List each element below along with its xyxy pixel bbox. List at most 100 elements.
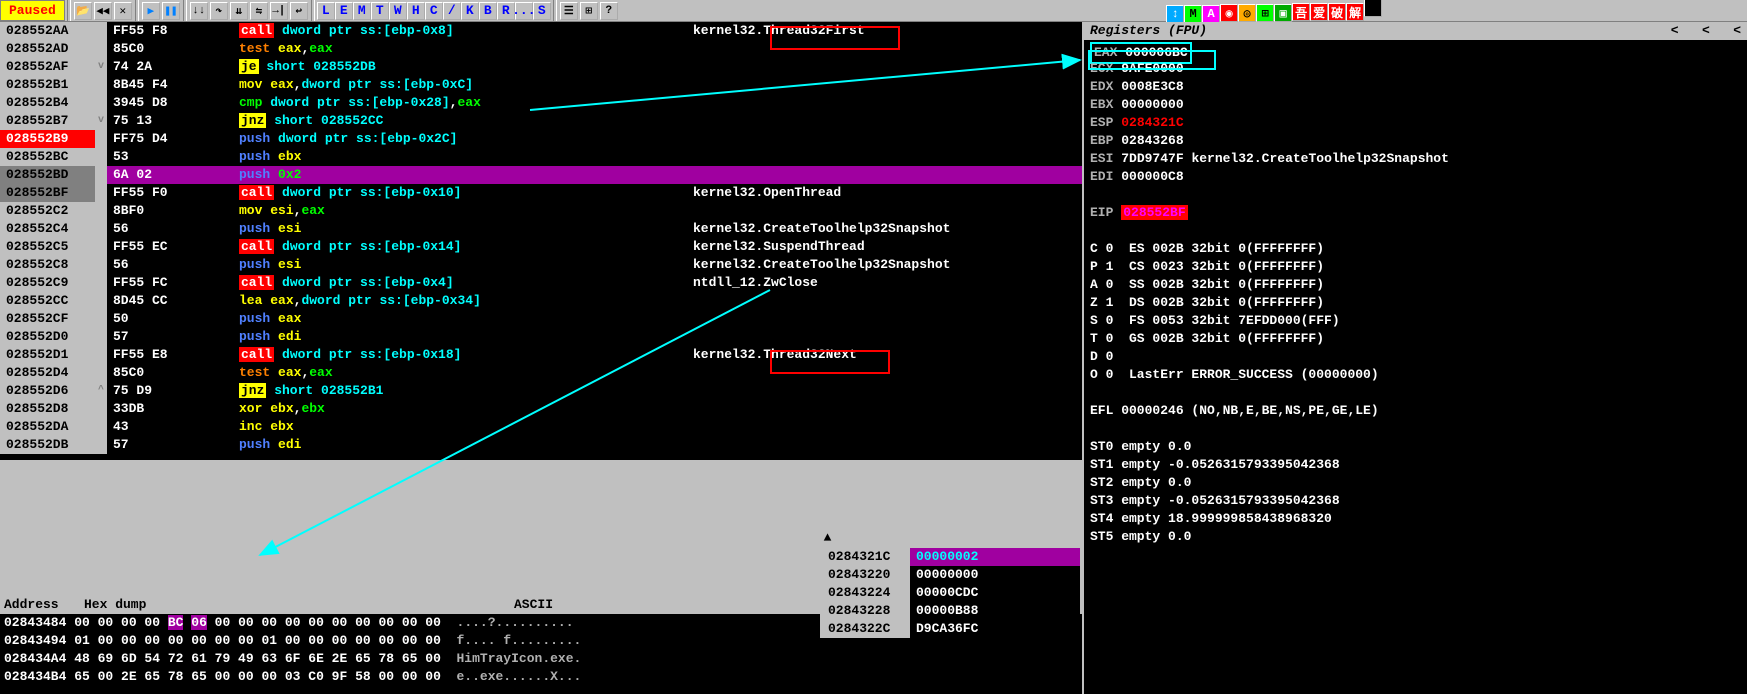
view2-button[interactable]: ⊞ xyxy=(580,2,598,20)
disasm-row[interactable]: 028552C28BF0mov esi,eax xyxy=(0,202,1082,220)
disassembly-pane[interactable]: 028552AAFF55 F8call dword ptr ss:[ebp-0x… xyxy=(0,22,1082,462)
help-button[interactable]: ? xyxy=(600,2,618,20)
disasm-row[interactable]: 028552D057push edi xyxy=(0,328,1082,346)
disasm-row[interactable]: 028552C9FF55 FCcall dword ptr ss:[ebp-0x… xyxy=(0,274,1082,292)
window-m-button[interactable]: M xyxy=(353,2,371,20)
toolbar: Paused 📂 ◀◀ ✕ ▶ ❚❚ ↓↓ ↷ ⇊ ⇋ →| ↩ LEMTWHC… xyxy=(0,0,1747,22)
disasm-row[interactable]: 028552DA43inc ebx xyxy=(0,418,1082,436)
disasm-row[interactable]: 028552D1FF55 E8call dword ptr ss:[ebp-0x… xyxy=(0,346,1082,364)
jump-mark xyxy=(95,238,107,256)
view1-button[interactable]: ☰ xyxy=(560,2,578,20)
trace-over-button[interactable]: ⇋ xyxy=(250,2,268,20)
disasm-row[interactable]: 028552D485C0test eax,eax xyxy=(0,364,1082,382)
disasm-row[interactable]: 028552B43945 D8cmp dword ptr ss:[ebp-0x2… xyxy=(0,94,1082,112)
disasm-row[interactable]: 028552BFFF55 F0call dword ptr ss:[ebp-0x… xyxy=(0,184,1082,202)
disasm-row[interactable]: 028552D6^75 D9jnz short 028552B1 xyxy=(0,382,1082,400)
window-s-button[interactable]: S xyxy=(533,2,551,20)
window-/-button[interactable]: / xyxy=(443,2,461,20)
asm-bytes: 6A 02 xyxy=(107,166,237,184)
disasm-row[interactable]: 028552AAFF55 F8call dword ptr ss:[ebp-0x… xyxy=(0,22,1082,40)
step-over-button[interactable]: ↷ xyxy=(210,2,228,20)
window-b-button[interactable]: B xyxy=(479,2,497,20)
plugin-button[interactable]: 爱 xyxy=(1310,3,1328,21)
asm-instruction: call dword ptr ss:[ebp-0x4] xyxy=(237,274,687,292)
disasm-row[interactable]: 028552BC53push ebx xyxy=(0,148,1082,166)
hex-header-ascii: ASCII xyxy=(514,596,553,614)
plugin-button[interactable]: 解 xyxy=(1346,3,1364,21)
stack-row[interactable]: 0284322400000CDC xyxy=(820,584,1080,602)
jump-mark xyxy=(95,274,107,292)
stack-value: 00000002 xyxy=(910,548,1000,566)
plugin-button[interactable] xyxy=(1364,0,1382,17)
window-c-button[interactable]: C xyxy=(425,2,443,20)
window-l-button[interactable]: L xyxy=(317,2,335,20)
close-button[interactable]: ✕ xyxy=(114,2,132,20)
disasm-row[interactable]: 028552D833DBxor ebx,ebx xyxy=(0,400,1082,418)
asm-address: 028552BF xyxy=(0,184,95,202)
asm-bytes: 8B45 F4 xyxy=(107,76,237,94)
plugin-button[interactable]: ⊞ xyxy=(1256,4,1274,22)
jump-mark xyxy=(95,364,107,382)
disasm-row[interactable]: 028552B18B45 F4mov eax,dword ptr ss:[ebp… xyxy=(0,76,1082,94)
stack-row[interactable]: 0284321C00000002 xyxy=(820,548,1080,566)
asm-address: 028552D8 xyxy=(0,400,95,418)
disasm-row[interactable]: 028552B9FF75 D4push dword ptr ss:[ebp-0x… xyxy=(0,130,1082,148)
stack-row[interactable]: 0284322800000B88 xyxy=(820,602,1080,620)
hex-row[interactable]: 028434B4 65 00 2E 65 78 65 00 00 00 03 C… xyxy=(0,668,1082,686)
disasm-row[interactable]: 028552AFv74 2Aje short 028552DB xyxy=(0,58,1082,76)
jump-mark: ^ xyxy=(95,382,107,400)
asm-instruction: inc ebx xyxy=(237,418,687,436)
stack-row[interactable]: 0284322CD9CA36FC xyxy=(820,620,1080,638)
disasm-row[interactable]: 028552C456push esikernel32.CreateToolhel… xyxy=(0,220,1082,238)
disasm-row[interactable]: 028552CC8D45 CClea eax,dword ptr ss:[ebp… xyxy=(0,292,1082,310)
pause-button[interactable]: ❚❚ xyxy=(162,2,180,20)
asm-address: 028552BC xyxy=(0,148,95,166)
asm-address: 028552AD xyxy=(0,40,95,58)
plugin-button[interactable]: 吾 xyxy=(1292,3,1310,21)
plugin-button[interactable]: ◎ xyxy=(1238,4,1256,22)
hex-row[interactable]: 028434A4 48 69 6D 54 72 61 79 49 63 6F 6… xyxy=(0,650,1082,668)
asm-instruction: push dword ptr ss:[ebp-0x2C] xyxy=(237,130,687,148)
disasm-row[interactable]: 028552DB57push edi xyxy=(0,436,1082,454)
plugin-button[interactable]: ▣ xyxy=(1274,4,1292,22)
asm-bytes: FF75 D4 xyxy=(107,130,237,148)
open-button[interactable]: 📂 xyxy=(74,2,92,20)
asm-comment: kernel32.SuspendThread xyxy=(687,238,1082,256)
disasm-row[interactable]: 028552CF50push eax xyxy=(0,310,1082,328)
window-k-button[interactable]: K xyxy=(461,2,479,20)
disasm-row[interactable]: 028552C5FF55 ECcall dword ptr ss:[ebp-0x… xyxy=(0,238,1082,256)
run-to-button[interactable]: →| xyxy=(270,2,288,20)
window-w-button[interactable]: W xyxy=(389,2,407,20)
asm-comment xyxy=(687,364,1082,382)
asm-comment xyxy=(687,58,1082,76)
disasm-row[interactable]: 028552C856push esikernel32.CreateToolhel… xyxy=(0,256,1082,274)
stack-row[interactable]: 0284322000000000 xyxy=(820,566,1080,584)
step-into-button[interactable]: ↓↓ xyxy=(190,2,208,20)
disasm-row[interactable]: 028552AD85C0test eax,eax xyxy=(0,40,1082,58)
asm-address: 028552D0 xyxy=(0,328,95,346)
asm-instruction: test eax,eax xyxy=(237,364,687,382)
plugin-button[interactable]: 破 xyxy=(1328,3,1346,21)
registers-nav[interactable]: < < < xyxy=(1671,22,1747,40)
asm-bytes: 85C0 xyxy=(107,364,237,382)
return-button[interactable]: ↩ xyxy=(290,2,308,20)
window-h-button[interactable]: H xyxy=(407,2,425,20)
asm-bytes: 56 xyxy=(107,256,237,274)
window-t-button[interactable]: T xyxy=(371,2,389,20)
plugin-button[interactable]: A xyxy=(1202,5,1220,23)
asm-instruction: push esi xyxy=(237,256,687,274)
disasm-row[interactable]: 028552B7v75 13jnz short 028552CC xyxy=(0,112,1082,130)
plugin-button[interactable]: ↕ xyxy=(1166,5,1184,23)
disasm-row[interactable]: 028552BD6A 02push 0x2 xyxy=(0,166,1082,184)
window-e-button[interactable]: E xyxy=(335,2,353,20)
registers-pane[interactable]: EAX 000006BCECX 9AFE0000EDX 0008E3C8EBX … xyxy=(1084,40,1747,694)
trace-into-button[interactable]: ⇊ xyxy=(230,2,248,20)
window-...-button[interactable]: ... xyxy=(515,2,533,20)
stack-address: 02843228 xyxy=(820,602,910,620)
plugin-button[interactable]: ◉ xyxy=(1220,4,1238,22)
stack-pane[interactable]: ▲ 0284321C000000020284322000000000028432… xyxy=(820,530,1080,630)
rewind-button[interactable]: ◀◀ xyxy=(94,2,112,20)
play-button[interactable]: ▶ xyxy=(142,2,160,20)
jump-mark xyxy=(95,166,107,184)
plugin-button[interactable]: M xyxy=(1184,5,1202,23)
